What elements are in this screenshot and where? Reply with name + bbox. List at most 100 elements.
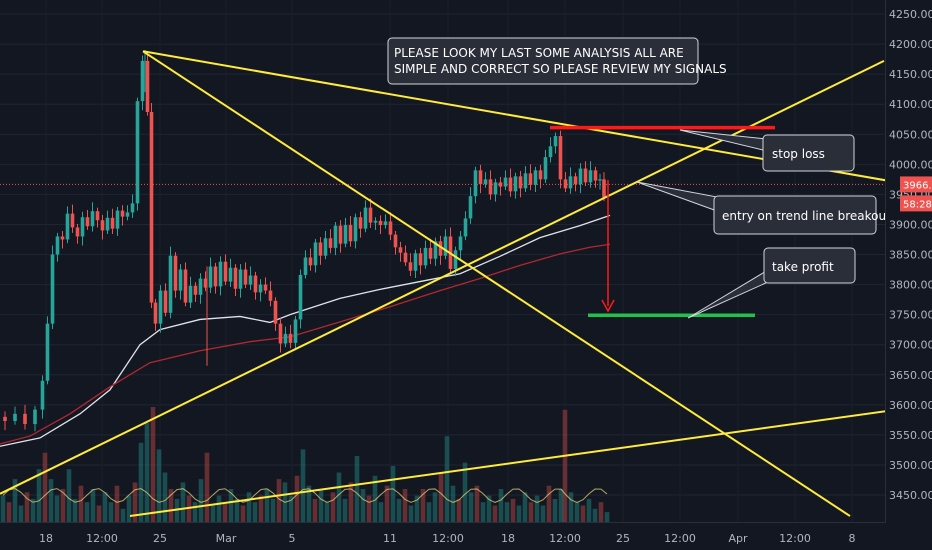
candle-body (458, 236, 463, 251)
candle-body (308, 257, 313, 266)
volume-bar (372, 475, 378, 522)
candle-body (433, 241, 438, 259)
volume-bar (348, 482, 354, 522)
volume-bar (324, 502, 330, 522)
volume-bar (342, 498, 348, 522)
volume-bar (586, 498, 592, 522)
volume-bar (258, 495, 264, 522)
volume-bar (420, 489, 426, 522)
volume-bar (168, 489, 174, 522)
candle-body (178, 269, 183, 291)
candle-body (248, 275, 253, 285)
time-tick-label: 12:00 (549, 532, 581, 545)
volume-bar (108, 502, 114, 522)
entry-label: entry on trend line breakout (722, 209, 891, 223)
candle-body (438, 241, 443, 256)
volume-bar (102, 492, 108, 522)
take-profit-callout[interactable]: take profit (687, 247, 856, 319)
candle-body (588, 170, 593, 183)
candle-body (303, 257, 308, 275)
candle-body (243, 269, 248, 285)
candle-body (348, 225, 353, 242)
candle-body (408, 262, 413, 271)
volume-bar (562, 409, 568, 522)
volume-bar (54, 495, 60, 522)
candle-body (50, 254, 55, 324)
volume-bar (450, 485, 456, 522)
price-tick-label: 4100.00 (889, 98, 932, 111)
time-tick-label: 12:00 (664, 532, 696, 545)
volume-bar (78, 485, 84, 522)
candle-body (378, 220, 383, 226)
candle-body (149, 112, 154, 303)
candle-body (558, 136, 563, 180)
volume-bar (474, 485, 480, 522)
candle-body (188, 285, 193, 303)
volume-bar (234, 498, 240, 522)
candle-body (198, 278, 203, 295)
volume-bar (462, 462, 468, 522)
volume-bar (132, 482, 138, 522)
candle-body (568, 176, 573, 189)
candle-body (70, 213, 75, 228)
volume-bar (72, 498, 78, 522)
time-tick-label: 25 (616, 532, 630, 545)
volume-bar (264, 489, 270, 522)
volume-bar (568, 492, 574, 522)
price-tick-label: 4000.00 (889, 158, 932, 171)
volume-bar (552, 498, 558, 522)
take-profit-label: take profit (772, 260, 834, 274)
candle-body (343, 225, 348, 244)
candle-body (563, 179, 568, 189)
volume-bar (414, 495, 420, 522)
candle-body (203, 278, 208, 288)
volume-bar (426, 502, 432, 522)
volume-bar (36, 469, 42, 522)
candle-body (253, 275, 258, 293)
candle-body (163, 290, 168, 313)
candle-body (468, 196, 473, 219)
candle-body (95, 211, 100, 221)
candle-body (538, 170, 543, 180)
trend-line (129, 403, 932, 518)
candle-body (263, 284, 268, 291)
price-marker-bg (900, 176, 932, 193)
volume-bar (252, 502, 258, 522)
time-axis[interactable]: 18 12:00 25 Mar 5 11 12:00 18 12:00 25 12:00 Apr 12:… (0, 522, 886, 546)
volume-bar (60, 489, 66, 522)
volume-bar (138, 442, 144, 522)
price-tick-label: 4200.00 (889, 38, 932, 51)
candle-body (358, 217, 363, 229)
volume-bar (510, 498, 516, 522)
volume-bar (558, 489, 564, 522)
volume-bar (96, 505, 102, 522)
volume-bar (276, 479, 282, 522)
candle-body (533, 170, 538, 185)
candle-body (125, 212, 130, 217)
time-tick-label: Apr (728, 532, 748, 545)
candle-body (403, 252, 408, 263)
price-markers: 3966.54 58:28 (900, 176, 932, 212)
volume-bar (246, 492, 252, 522)
volume-bar (210, 505, 216, 522)
headline-callout[interactable]: PLEASE LOOK MY LAST SOME ANALYSIS ALL AR… (387, 37, 727, 85)
volume-bar (222, 502, 228, 522)
volume-bar (144, 423, 150, 522)
stop-loss-callout[interactable]: stop loss (679, 129, 855, 172)
entry-callout[interactable]: entry on trend line breakout (636, 181, 891, 235)
candle-body (523, 173, 528, 189)
callouts[interactable]: PLEASE LOOK MY LAST SOME ANALYSIS ALL AR… (387, 37, 891, 319)
volume-bar (18, 505, 24, 522)
volume-bar (48, 479, 54, 522)
level-lines[interactable] (550, 125, 775, 317)
price-axis[interactable]: 4250.00 4200.00 4150.00 4100.00 4050.00 4000.… (885, 0, 932, 550)
volume-bar (432, 492, 438, 522)
price-candles[interactable] (3, 50, 606, 432)
candle-body (45, 323, 50, 381)
volume-bar (574, 502, 580, 522)
volume-bar (180, 482, 186, 522)
time-tick-label: 8 (849, 532, 856, 545)
volume-bar (378, 502, 384, 522)
